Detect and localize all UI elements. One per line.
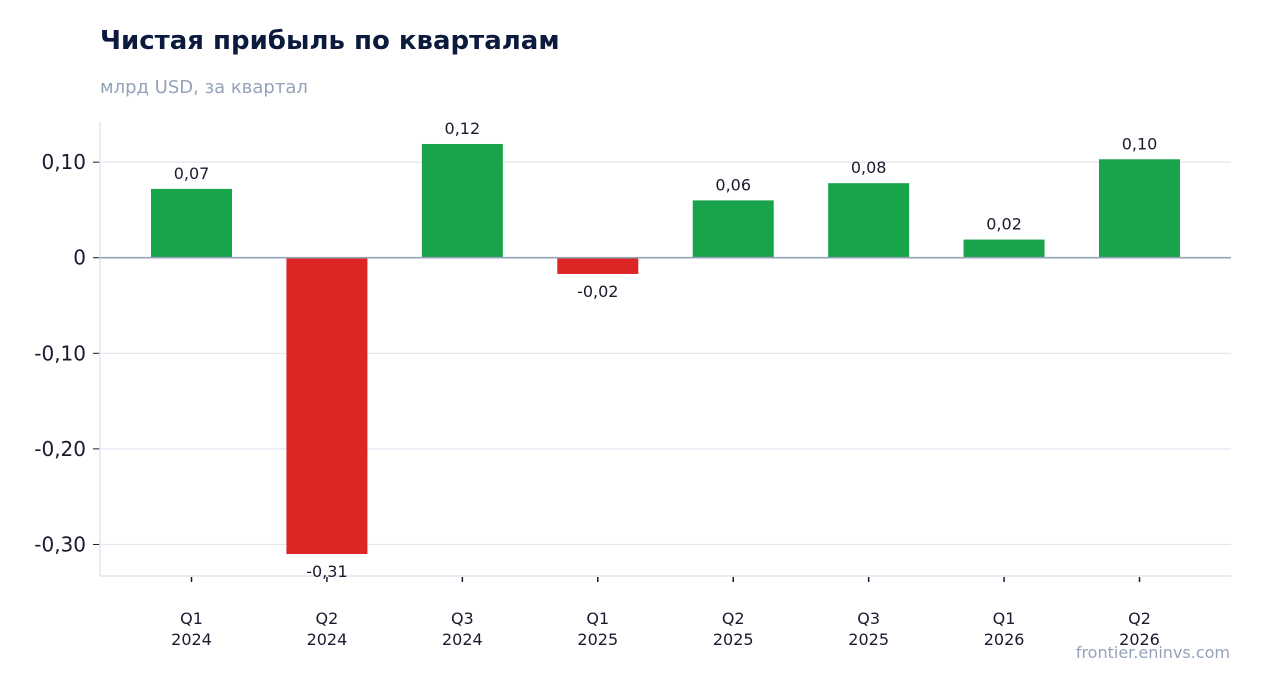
- bar: [286, 257, 368, 555]
- x-tick-label: 2024: [171, 630, 212, 649]
- x-tick-label: 2026: [984, 630, 1025, 649]
- labels: 0,10 0 -0,10 -0,20 -0,30 0,07 Q1 2024 -0,31 Q2 202…: [34, 119, 1160, 649]
- bar: [421, 143, 503, 258]
- y-tick-label: 0,10: [41, 150, 86, 174]
- x-tick-label: Q1: [586, 609, 609, 628]
- bar: [151, 188, 232, 258]
- bar: [1099, 159, 1180, 258]
- y-tick-label: -0,10: [34, 341, 86, 365]
- y-tick-label: -0,30: [34, 532, 86, 556]
- data-label: 0,08: [851, 158, 887, 177]
- bar: [963, 239, 1045, 258]
- y-tick-label: -0,20: [34, 437, 86, 461]
- watermark: frontier.eninvs.com: [1075, 643, 1230, 662]
- axes: [93, 122, 1231, 582]
- bar: [692, 200, 774, 258]
- x-tick-label: Q1: [180, 609, 203, 628]
- x-tick-label: Q2: [1128, 609, 1151, 628]
- chart-title: Чистая прибыль по кварталам: [100, 26, 560, 56]
- data-label: -0,02: [577, 282, 618, 301]
- y-tick-label: 0: [73, 246, 86, 270]
- x-tick-label: 2026: [1119, 630, 1160, 649]
- x-tick-label: Q1: [993, 609, 1016, 628]
- data-label: 0,02: [986, 215, 1022, 234]
- grid-lines: [100, 161, 1231, 546]
- bar: [828, 183, 910, 258]
- data-label: -0,31: [306, 562, 347, 581]
- x-tick-label: Q2: [722, 609, 745, 628]
- x-tick-label: Q3: [857, 609, 880, 628]
- bars: [151, 143, 1180, 555]
- x-tick-label: 2024: [307, 630, 348, 649]
- x-tick-label: Q2: [316, 609, 339, 628]
- x-tick-label: 2025: [577, 630, 618, 649]
- data-label: 0,07: [174, 164, 210, 183]
- bar: [557, 257, 639, 274]
- data-label: 0,12: [445, 119, 481, 138]
- x-tick-label: 2025: [713, 630, 754, 649]
- chart-subtitle: млрд USD, за квартал: [100, 77, 308, 98]
- x-tick-label: 2025: [848, 630, 889, 649]
- x-tick-label: 2024: [442, 630, 483, 649]
- data-label: 0,06: [715, 175, 751, 194]
- x-tick-label: Q3: [451, 609, 474, 628]
- data-label: 0,10: [1122, 134, 1158, 153]
